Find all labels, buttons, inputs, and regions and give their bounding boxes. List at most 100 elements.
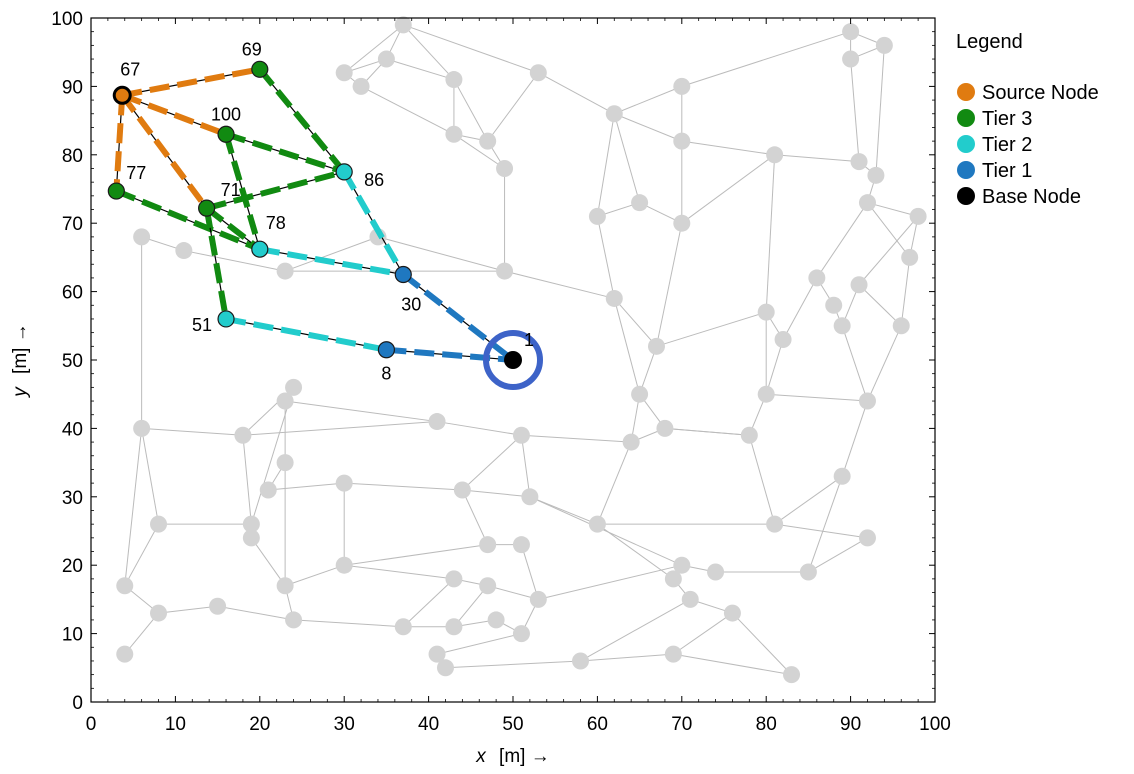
node-label: 30 [401,295,421,315]
background-node [512,536,530,554]
background-edge [285,400,438,423]
background-edge [487,585,539,600]
background-edge [445,660,581,669]
background-edge [402,578,455,628]
node-label: 1 [524,330,534,350]
background-edge [436,421,522,436]
path-edge-tier3 [257,67,347,174]
y-tick-label: 50 [62,351,83,372]
tier1-node [377,341,395,359]
legend-marker [957,109,975,127]
y-tick-label: 60 [62,283,83,304]
y-tick-label: 100 [51,9,83,30]
y-tick-label: 90 [62,77,83,98]
background-edge [655,223,683,347]
background-edge [343,24,404,74]
background-edge [504,270,615,299]
background-node [766,515,784,533]
background-node [825,296,843,314]
node-label: 69 [242,39,262,59]
base-node [504,351,522,369]
background-edge [681,154,775,224]
background-edge [816,202,868,279]
background-edge [765,154,776,313]
background-edge [462,489,530,498]
background-edge [242,435,252,525]
background-node [808,269,826,287]
background-node [656,419,674,437]
background-node [673,77,691,95]
path-edge-source [121,92,228,138]
background-edge [141,428,160,525]
background-node [445,618,463,636]
background-node [335,556,353,574]
background-edge [124,612,159,655]
background-edge [673,612,733,655]
node-label: 51 [192,315,212,335]
tier2-node [217,310,235,328]
path-edge-tier1 [386,346,514,363]
background-node [428,645,446,663]
background-node [276,577,294,595]
background-node [858,392,876,410]
background-edge [250,387,295,525]
y-axis-variable: y [10,386,31,399]
x-tick-label: 60 [587,714,608,735]
background-edge [183,250,286,272]
background-edge [596,216,615,299]
routing-path-nodes [107,60,543,390]
base-node-ring [483,330,543,390]
background-edge [453,585,489,628]
background-edge [681,140,775,156]
background-edge [596,441,632,525]
x-tick-label: 100 [919,714,951,735]
y-axis-unit: [m] → [10,323,31,374]
background-edge [774,475,843,525]
background-nodes [116,16,927,684]
background-node [150,515,168,533]
tier3-node [107,182,125,200]
x-tick-label: 90 [840,714,861,735]
y-tick-label: 10 [62,625,83,646]
background-edge [242,421,438,436]
background-node [757,385,775,403]
background-node [276,262,294,280]
legend-entries: Source Node Tier 3 Tier 2 Tier 1 Base Node [957,82,1099,208]
x-tick-label: 80 [756,714,777,735]
background-edge [293,619,404,628]
path-edge-core [225,318,387,351]
background-node [909,207,927,225]
background-node [175,242,193,260]
background-node [673,132,691,150]
background-node [133,419,151,437]
background-edge [403,24,539,74]
background-edge [681,31,851,87]
background-node [766,146,784,164]
tier2-node [251,240,269,258]
background-node [833,317,851,335]
background-node [723,604,741,622]
tier2-node [335,163,353,181]
background-edge [521,434,632,443]
background-edge [250,537,286,587]
legend-marker [957,187,975,205]
path-edge-tier3 [115,188,261,252]
y-axis-ticks: 0 10 20 30 40 50 60 70 80 90 100 [51,9,935,714]
background-edge [782,277,818,340]
background-edge [808,537,868,573]
x-tick-label: 40 [418,714,439,735]
path-edge-source [119,93,210,210]
background-node [521,488,539,506]
background-edge [656,311,767,347]
background-edge [614,113,682,142]
background-edge [774,523,868,539]
routing-node-labels: 67 69 100 77 71 86 78 51 30 8 1 [120,39,534,383]
path-edge-tier3 [204,205,262,252]
background-edge [284,236,379,272]
background-edge [580,598,691,662]
background-node [799,563,817,581]
node-label: 77 [126,163,146,183]
background-edge [596,113,615,217]
path-edge-tier2 [259,246,404,278]
